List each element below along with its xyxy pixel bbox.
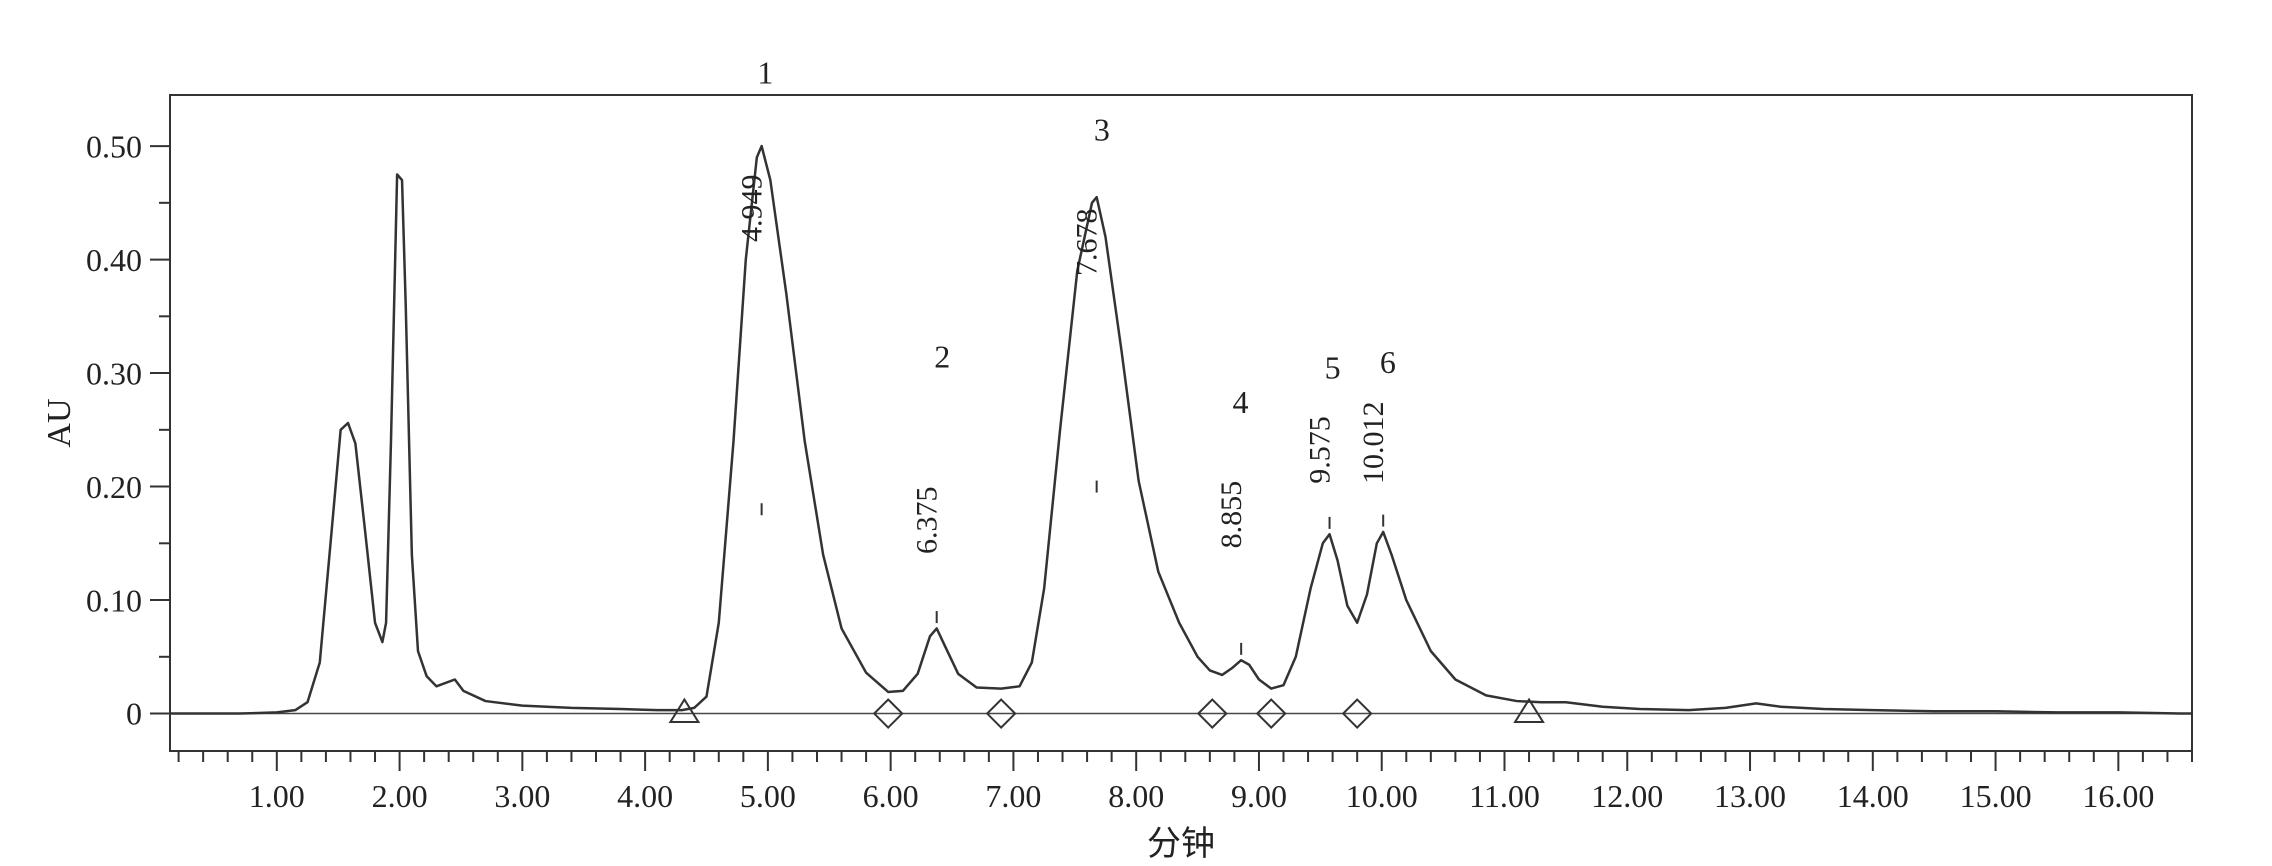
peak-rt-label: 8.855 [1215,481,1248,548]
peak-rt-label: 9.575 [1304,416,1337,484]
x-tick-label: 13.00 [1714,778,1786,814]
peak-rt-label: 4.949 [736,174,769,242]
x-tick-label: 2.00 [372,778,428,814]
y-tick-label: 0.40 [86,242,142,278]
peak-number-label: 4 [1233,384,1249,420]
plot-area [170,95,2192,751]
y-tick-label: 0.30 [86,355,142,391]
x-tick-label: 6.00 [863,778,919,814]
x-tick-label: 4.00 [617,778,673,814]
y-tick-label: 0.20 [86,469,142,505]
peak-number-label: 1 [757,55,773,91]
peak-number-label: 2 [934,338,950,374]
x-tick-label: 8.00 [1108,778,1164,814]
peak-rt-label: 10.012 [1357,401,1390,484]
x-tick-label: 14.00 [1837,778,1909,814]
x-tick-label: 1.00 [249,778,305,814]
x-tick-label: 9.00 [1231,778,1287,814]
x-tick-label: 10.00 [1346,778,1418,814]
chromatogram-chart: 1.00 2.00 3.00 4.00 5.00 6.00 7.00 8.00 9.00 10.0… [0,0,2272,866]
peak-rt-label: 6.375 [911,487,944,555]
peak-rt-label: 7.678 [1071,208,1104,276]
x-tick-label: 16.00 [2082,778,2154,814]
x-tick-label: 7.00 [985,778,1041,814]
peak-number-label: 3 [1094,111,1110,147]
peak-number-label: 6 [1380,344,1396,380]
x-tick-label: 5.00 [740,778,796,814]
y-tick-label: 0.50 [86,128,142,164]
y-axis-label: AU [41,398,78,447]
x-tick-label: 11.00 [1469,778,1540,814]
peak-number-label: 5 [1325,350,1341,386]
x-tick-label: 12.00 [1591,778,1663,814]
y-tick-label: 0 [126,696,142,732]
x-tick-label: 3.00 [494,778,550,814]
chart-svg: 1.00 2.00 3.00 4.00 5.00 6.00 7.00 8.00 9.00 10.0… [0,0,2272,861]
y-tick-label: 0.10 [86,582,142,618]
x-tick-label: 15.00 [1960,778,2032,814]
x-axis-label: 分钟 [1147,826,1215,861]
